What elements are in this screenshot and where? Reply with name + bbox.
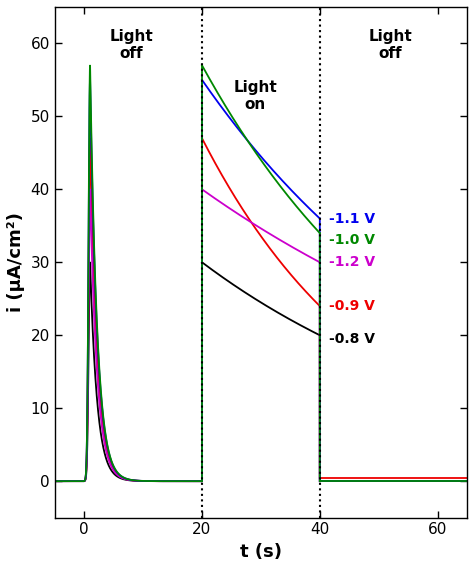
Text: -0.8 V: -0.8 V [328,332,374,346]
X-axis label: t (s): t (s) [240,543,282,561]
Text: -1.2 V: -1.2 V [328,255,375,269]
Y-axis label: i (μA/cm²): i (μA/cm²) [7,212,25,312]
Text: Light
off: Light off [109,29,153,61]
Text: -0.9 V: -0.9 V [328,299,374,313]
Text: Light
off: Light off [369,29,412,61]
Text: -1.1 V: -1.1 V [328,211,375,225]
Text: Light
on: Light on [233,80,277,112]
Text: -1.0 V: -1.0 V [328,233,374,248]
